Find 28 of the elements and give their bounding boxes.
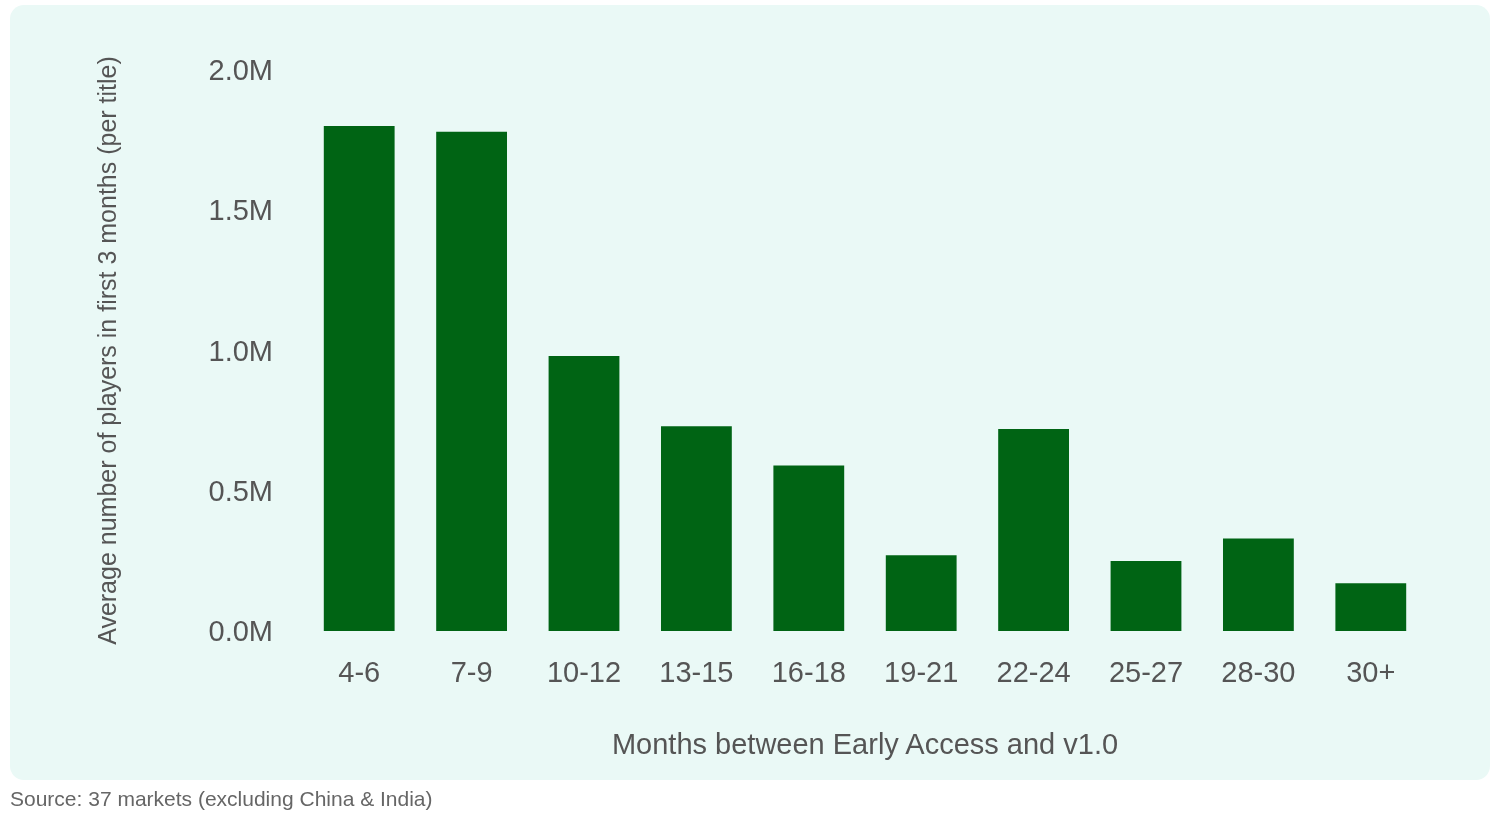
x-tick-label: 25-27	[1108, 655, 1184, 688]
x-tick-label: 28-30	[1221, 655, 1296, 688]
y-tick-label: 1.0M	[208, 334, 273, 367]
x-tick-label: 4-6	[338, 655, 381, 688]
y-axis-title: Average number of players in first 3 months (per title)	[93, 56, 121, 645]
bar	[998, 429, 1070, 631]
bar	[323, 126, 395, 631]
x-tick-label: 19-21	[884, 655, 959, 688]
x-tick-label: 16-18	[771, 655, 846, 688]
bar	[1335, 583, 1407, 631]
x-tick-label: 13-15	[659, 655, 734, 688]
x-tick-label: 22-24	[996, 655, 1071, 688]
x-tick-label: 10-12	[546, 655, 622, 688]
bar	[773, 465, 845, 631]
bar	[548, 356, 620, 631]
bar	[1222, 538, 1294, 631]
bar	[885, 555, 957, 631]
y-tick-label: 1.5M	[208, 194, 273, 227]
source-note: Source: 37 markets (excluding China & India)	[10, 787, 433, 810]
x-axis-title: Months between Early Access and v1.0	[611, 727, 1119, 760]
bar	[660, 426, 732, 631]
y-tick-label: 0.0M	[208, 615, 273, 647]
x-tick-label: 30+	[1346, 655, 1396, 688]
bar	[1110, 560, 1182, 631]
bar	[436, 131, 508, 631]
x-tick-label: 7-9	[450, 655, 493, 688]
y-tick-label: 2.0M	[208, 54, 273, 86]
y-tick-label: 0.5M	[208, 474, 273, 507]
